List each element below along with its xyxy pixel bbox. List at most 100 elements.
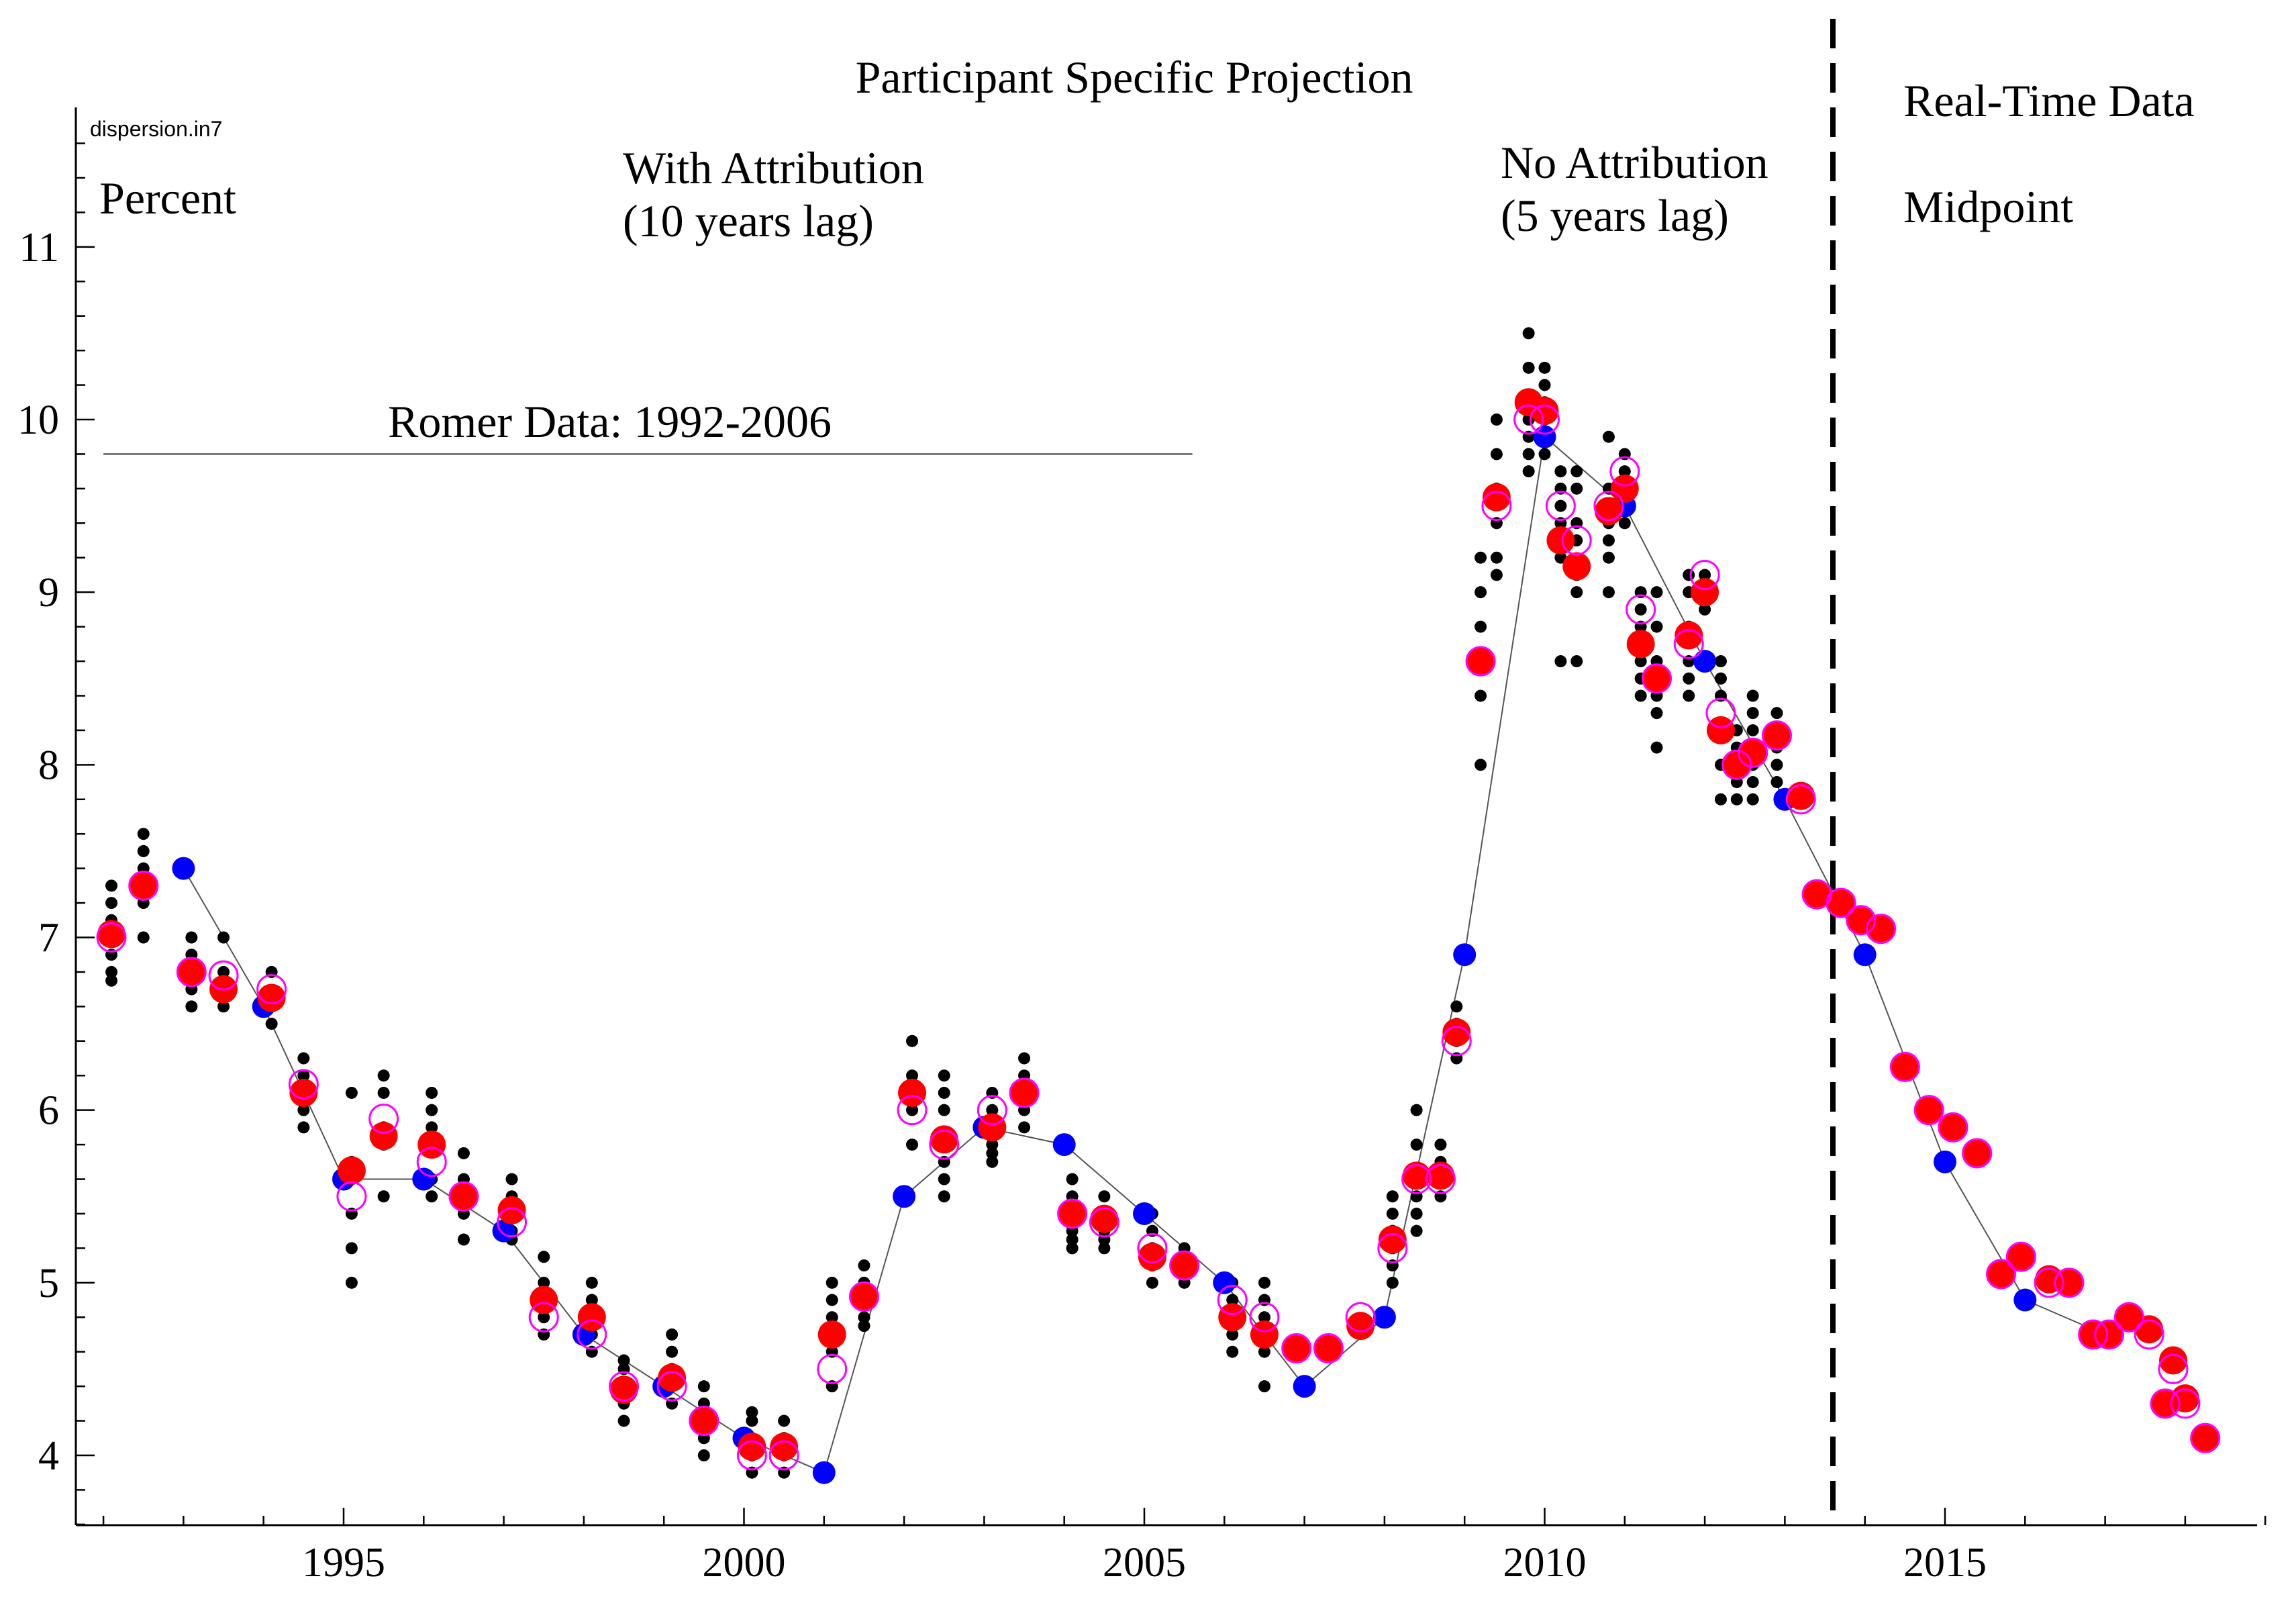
projection-median-point: [1313, 1333, 1344, 1364]
participant-point: [1699, 603, 1711, 616]
projection-median-point: [1593, 491, 1624, 522]
participant-point: [1570, 465, 1583, 478]
midpoint-label: Midpoint: [1903, 181, 2073, 232]
actual-point: [1052, 1133, 1076, 1157]
participant-point: [217, 965, 230, 978]
projection-mean-point: [770, 1433, 799, 1461]
participant-point: [1490, 448, 1503, 461]
participant-point: [137, 931, 150, 944]
projection-mean-point: [1962, 1139, 1991, 1167]
projection-median-point: [656, 1371, 687, 1402]
participant-point: [1018, 1052, 1031, 1065]
projection-median-point: [1465, 646, 1496, 677]
participant-point: [1554, 465, 1567, 478]
projection-mean-point: [337, 1156, 366, 1185]
participant-point: [426, 1190, 438, 1203]
participant-point: [137, 828, 150, 840]
participant-point: [1602, 430, 1615, 443]
participant-point: [1522, 448, 1535, 461]
participant-point: [617, 1354, 630, 1367]
projection-mean-point: [898, 1078, 927, 1107]
projection-mean-point: [449, 1182, 478, 1211]
projection-median-point: [208, 960, 239, 991]
projection-median-point: [1626, 594, 1656, 625]
actual-point: [1293, 1375, 1316, 1398]
participant-point: [1683, 689, 1695, 702]
participant-point: [377, 1086, 390, 1099]
projection-mean-point: [2159, 1346, 2188, 1375]
participant-point: [1650, 586, 1663, 599]
participant-point: [826, 1294, 838, 1306]
participant-point: [1226, 1294, 1239, 1306]
projection-mean-point: [1803, 880, 1832, 909]
participant-point: [1538, 448, 1551, 461]
no-attribution-lag: (5 years lag): [1501, 190, 1729, 241]
participant-point: [938, 1173, 950, 1185]
projection-mean-point: [369, 1122, 398, 1151]
projection-mean-points: [97, 388, 2219, 1461]
actual-point: [1533, 425, 1556, 448]
participant-point: [1490, 569, 1503, 581]
projection-median-point: [2113, 1302, 2144, 1333]
x-tick-label: 2000: [703, 1540, 786, 1586]
participant-point: [426, 1104, 438, 1116]
projection-median-point: [768, 1440, 799, 1471]
projection-median-point: [1561, 525, 1592, 556]
participant-point: [297, 1104, 310, 1116]
projection-median-point: [1377, 1232, 1408, 1263]
projection-median-point: [1938, 1112, 1968, 1143]
participant-point: [377, 1069, 390, 1082]
actual-point: [1693, 650, 1717, 673]
participant-point: [1410, 1139, 1423, 1151]
projection-median-point: [1785, 784, 1816, 815]
projection-median-point: [336, 1181, 367, 1212]
actual-point: [893, 1185, 916, 1208]
participant-point: [345, 1276, 358, 1289]
participant-point: [1226, 1345, 1239, 1358]
participant-point: [345, 1242, 358, 1255]
projection-median-point: [1721, 749, 1752, 780]
projection-mean-point: [177, 957, 206, 986]
actual-point: [1133, 1202, 1156, 1225]
projection-mean-point: [1562, 552, 1591, 581]
participant-point: [1699, 569, 1711, 581]
participant-point: [1386, 1190, 1399, 1203]
projection-median-point: [1401, 1164, 1432, 1195]
projection-median-point: [448, 1181, 479, 1212]
projection-mean-point: [129, 871, 158, 900]
participant-point: [1554, 551, 1567, 564]
participant-point: [1618, 517, 1631, 530]
participant-point: [1475, 586, 1487, 599]
participant-point: [697, 1380, 710, 1393]
with-attribution-lag: (10 years lag): [623, 195, 874, 246]
participant-point: [826, 1276, 838, 1289]
projection-mean-point: [1987, 1259, 2015, 1288]
romer-label: Romer Data: 1992-2006: [388, 396, 832, 447]
participant-point: [297, 1052, 310, 1065]
annotations: Participant Specific Projection dispersi…: [90, 52, 2195, 447]
projection-median-point: [1642, 663, 1673, 694]
participant-point: [1434, 1139, 1447, 1151]
actual-point: [172, 857, 195, 880]
projection-median-point: [1545, 491, 1576, 522]
projection-mean-point: [289, 1078, 318, 1107]
participant-point: [1770, 776, 1783, 789]
projection-median-point: [416, 1147, 447, 1177]
projection-mean-point: [257, 983, 286, 1012]
participant-point: [457, 1147, 470, 1159]
participant-point: [538, 1251, 550, 1263]
actual-points: [172, 425, 2117, 1484]
participant-point: [1538, 361, 1551, 374]
actual-point: [1853, 943, 1877, 967]
chart-title: Participant Specific Projection: [856, 52, 1413, 103]
participant-point: [746, 1414, 758, 1427]
participant-point: [265, 1018, 278, 1030]
x-tick-label: 2010: [1503, 1540, 1587, 1586]
projection-mean-point: [1787, 781, 1815, 810]
participant-point: [1522, 465, 1535, 478]
participant-point: [217, 1000, 230, 1013]
projection-median-point: [96, 922, 127, 953]
participant-point: [1634, 603, 1647, 616]
participant-point: [1650, 620, 1663, 633]
